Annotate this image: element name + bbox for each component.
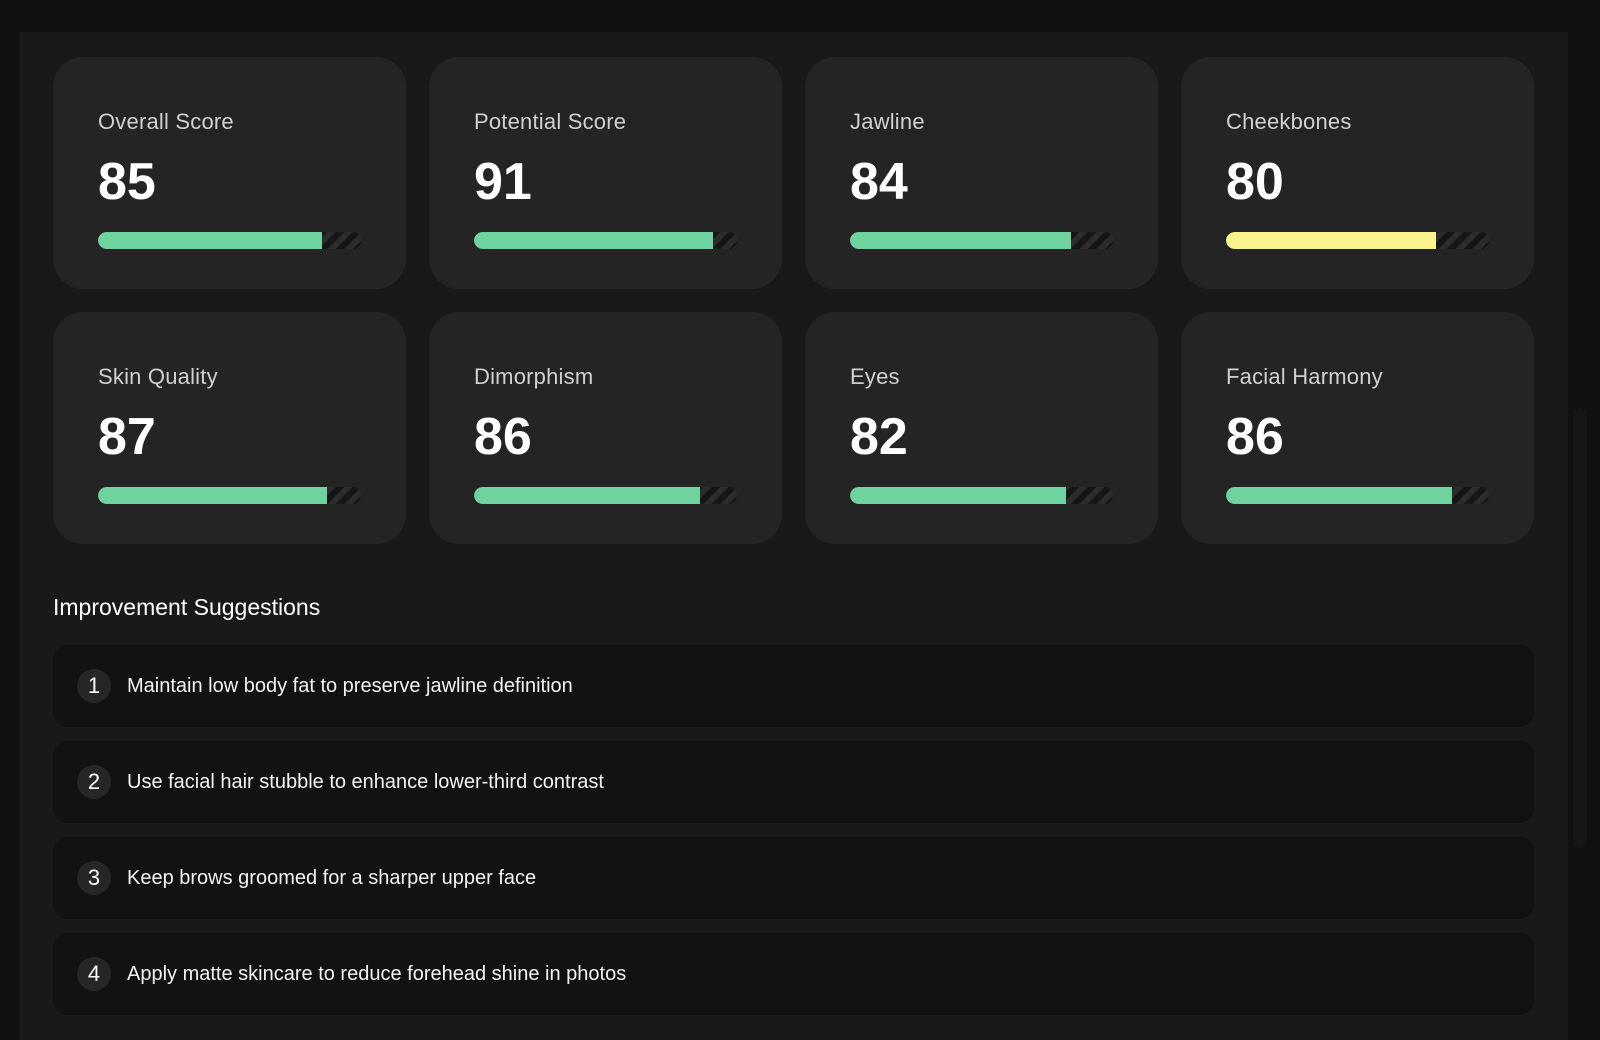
- metric-value: 85: [98, 153, 156, 211]
- metric-label: Skin Quality: [98, 364, 218, 389]
- metric-value: 82: [850, 408, 908, 466]
- metric-card-dimorphism: Dimorphism 86: [429, 312, 782, 544]
- suggestion-text: Apply matte skincare to reduce forehead …: [127, 962, 627, 985]
- metric-value: 84: [850, 153, 908, 211]
- results-panel: Overall Score 85 Potential Score 91 Jawl…: [19, 32, 1568, 1040]
- metric-label: Potential Score: [474, 109, 627, 134]
- suggestion-number-badge: 2: [77, 765, 111, 799]
- metric-progress-fill: [98, 232, 322, 249]
- suggestion-number-badge: 1: [77, 669, 111, 703]
- metric-label: Eyes: [850, 364, 900, 389]
- metric-value: 87: [98, 408, 156, 466]
- metric-label: Dimorphism: [474, 364, 594, 389]
- suggestion-text: Maintain low body fat to preserve jawlin…: [127, 674, 573, 697]
- metric-progress-fill: [1226, 232, 1437, 249]
- metric-label: Overall Score: [98, 109, 234, 134]
- metric-value: 86: [1226, 408, 1284, 466]
- suggestion-number-badge: 3: [77, 861, 111, 895]
- metric-progress-bar: [474, 232, 737, 249]
- metric-progress-bar: [474, 487, 737, 504]
- metric-progress-bar: [850, 487, 1113, 504]
- metric-card-potential-score: Potential Score 91: [429, 57, 782, 289]
- improvement-suggestions-title: Improvement Suggestions: [53, 594, 321, 620]
- metric-progress-bar: [850, 232, 1113, 249]
- metric-progress-fill: [98, 487, 327, 504]
- metric-card-overall-score: Overall Score 85: [53, 57, 406, 289]
- metric-progress-fill: [850, 232, 1071, 249]
- metric-progress-bar: [1226, 487, 1489, 504]
- metric-value: 86: [474, 408, 532, 466]
- metric-label: Facial Harmony: [1226, 364, 1383, 389]
- metric-progress-bar: [98, 487, 361, 504]
- metric-card-jawline: Jawline 84: [805, 57, 1158, 289]
- metric-card-cheekbones: Cheekbones 80: [1181, 57, 1534, 289]
- metric-card-facial-harmony: Facial Harmony 86: [1181, 312, 1534, 544]
- metric-progress-bar: [1226, 232, 1489, 249]
- scrollbar-thumb[interactable]: [1573, 408, 1587, 848]
- metric-progress-fill: [474, 232, 714, 249]
- metric-card-eyes: Eyes 82: [805, 312, 1158, 544]
- suggestion-text: Keep brows groomed for a sharper upper f…: [127, 866, 537, 889]
- suggestion-item: 2 Use facial hair stubble to enhance low…: [53, 741, 1534, 823]
- suggestions-list: 1 Maintain low body fat to preserve jawl…: [53, 645, 1534, 1015]
- metric-progress-bar: [98, 232, 361, 249]
- metric-progress-fill: [850, 487, 1066, 504]
- suggestion-item: 3 Keep brows groomed for a sharper upper…: [53, 837, 1534, 919]
- metric-card-skin-quality: Skin Quality 87: [53, 312, 406, 544]
- metrics-grid: Overall Score 85 Potential Score 91 Jawl…: [53, 57, 1534, 544]
- metric-progress-fill: [474, 487, 701, 504]
- metric-label: Jawline: [850, 109, 925, 134]
- suggestion-item: 4 Apply matte skincare to reduce forehea…: [53, 933, 1534, 1015]
- suggestion-number-badge: 4: [77, 957, 111, 991]
- suggestion-text: Use facial hair stubble to enhance lower…: [127, 770, 604, 793]
- metric-label: Cheekbones: [1226, 109, 1352, 134]
- suggestion-item: 1 Maintain low body fat to preserve jawl…: [53, 645, 1534, 727]
- metric-value: 91: [474, 153, 532, 211]
- metric-progress-fill: [1226, 487, 1453, 504]
- metric-value: 80: [1226, 153, 1284, 211]
